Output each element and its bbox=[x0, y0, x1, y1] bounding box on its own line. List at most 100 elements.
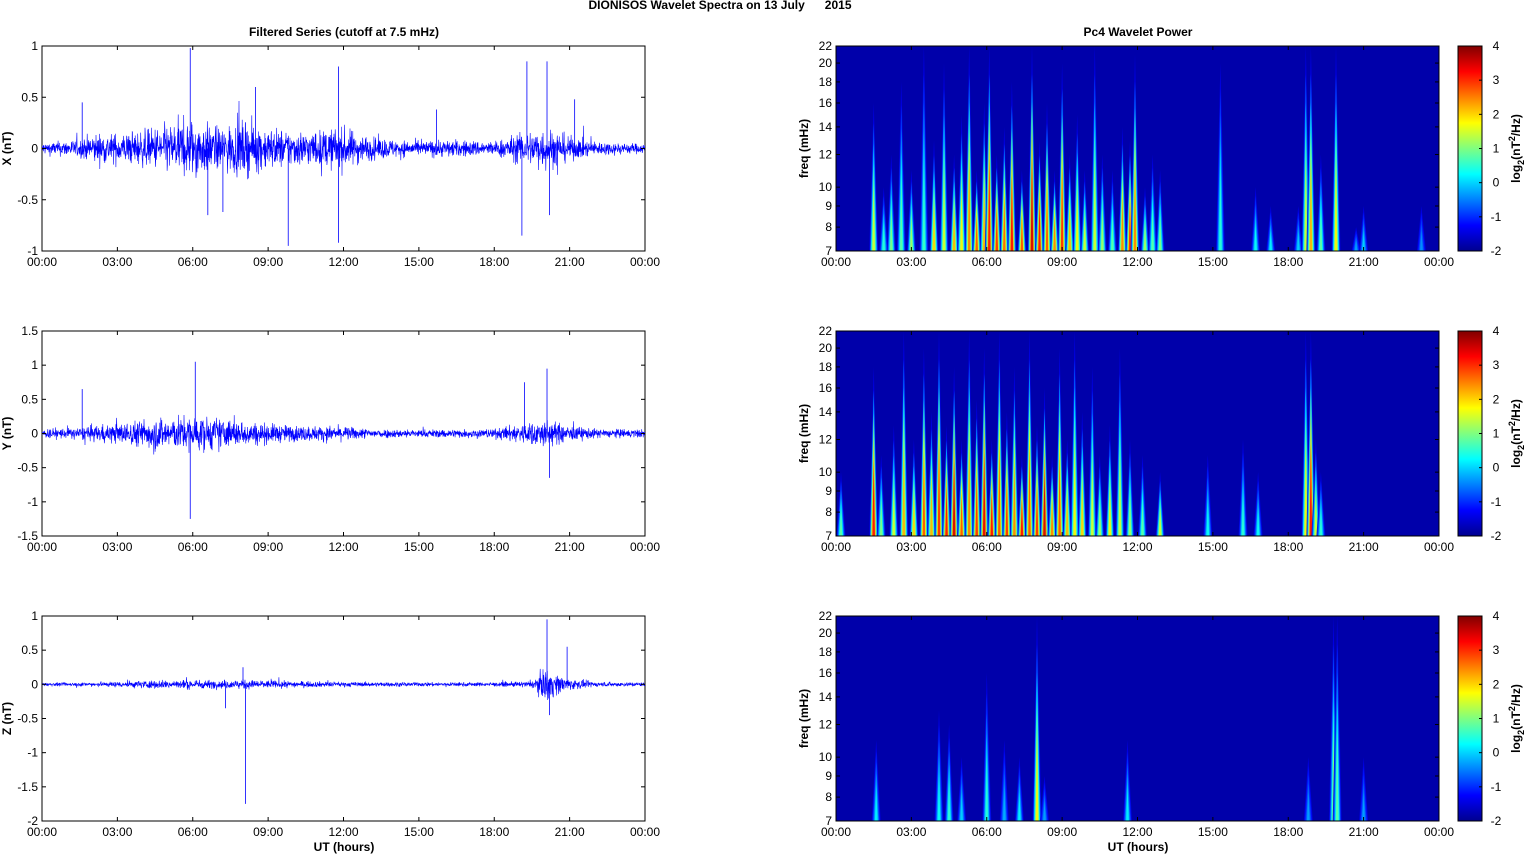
y-tick-label: 8 bbox=[825, 790, 832, 804]
x-tick-label: 09:00 bbox=[1047, 825, 1077, 839]
y-tick-label: 1 bbox=[31, 39, 38, 53]
y-tick-label: 9 bbox=[825, 199, 832, 213]
power-streak bbox=[1003, 195, 1006, 251]
x-tick-label: 12:00 bbox=[328, 255, 358, 269]
power-streak bbox=[1256, 507, 1260, 536]
power-streak bbox=[1080, 480, 1084, 536]
power-streak bbox=[1111, 214, 1114, 251]
power-streak bbox=[1158, 214, 1162, 251]
y-tick-label: 0 bbox=[31, 142, 38, 156]
power-streak bbox=[1020, 499, 1024, 536]
x-power-colorbar bbox=[1457, 45, 1483, 252]
power-streak bbox=[1065, 492, 1069, 536]
x-tick-label: 06:00 bbox=[972, 255, 1002, 269]
z-power-ylabel: freq (mHz) bbox=[797, 689, 811, 748]
power-streak bbox=[1045, 184, 1049, 251]
power-streak bbox=[952, 207, 956, 251]
power-streak bbox=[1101, 207, 1104, 251]
y-power-streaks bbox=[836, 331, 1326, 536]
power-streak bbox=[1043, 800, 1046, 821]
y-tick-label: 7 bbox=[825, 814, 832, 828]
power-streak bbox=[1362, 230, 1365, 251]
x-power-colorbar-label: log2(nT2/Hz) bbox=[1507, 114, 1525, 183]
x-series-ylabel: X (nT) bbox=[0, 132, 14, 166]
y-tick-label: 12 bbox=[819, 718, 833, 732]
x-tick-label: 18:00 bbox=[479, 255, 509, 269]
y-tick-label: 0.5 bbox=[21, 392, 38, 406]
y-tick-label: 9 bbox=[825, 769, 832, 783]
power-streak bbox=[902, 443, 906, 536]
y-tick-label: 18 bbox=[819, 75, 833, 89]
y-tick-label: 12 bbox=[819, 148, 833, 162]
colorbar-tick-label: 3 bbox=[1493, 358, 1500, 372]
y-tick-label: 22 bbox=[819, 324, 833, 338]
y-tick-label: 8 bbox=[825, 220, 832, 234]
y-tick-label: 18 bbox=[819, 360, 833, 374]
y-series-ylabel: Y (nT) bbox=[0, 417, 14, 451]
power-streak bbox=[1028, 443, 1031, 536]
x-tick-label: 03:00 bbox=[896, 825, 926, 839]
power-streak bbox=[1319, 207, 1323, 251]
power-streak bbox=[1091, 459, 1094, 536]
power-streak bbox=[1043, 469, 1046, 536]
power-streak bbox=[1334, 158, 1338, 251]
power-streak bbox=[1060, 166, 1064, 251]
y-tick-label: 0.5 bbox=[21, 90, 38, 104]
x-tick-label: 06:00 bbox=[178, 255, 208, 269]
power-streak bbox=[1254, 222, 1257, 251]
y-tick-label: 22 bbox=[819, 609, 833, 623]
x-tick-label: 21:00 bbox=[555, 540, 585, 554]
x-tick-label: 00:00 bbox=[630, 540, 660, 554]
x-tick-label: 21:00 bbox=[555, 825, 585, 839]
y-series-panel: -1.5 -1 -0.5 0 0.5 1 1.5 00:00 03:00 06:00 09:00 12… bbox=[0, 324, 660, 554]
x-tick-label: 15:00 bbox=[1198, 255, 1228, 269]
x-tick-label: 21:00 bbox=[1349, 825, 1379, 839]
power-streak bbox=[937, 771, 941, 821]
x-tick-label: 21:00 bbox=[555, 255, 585, 269]
x-tick-label: 12:00 bbox=[328, 540, 358, 554]
power-streak bbox=[975, 474, 978, 536]
power-streak bbox=[1314, 492, 1318, 536]
x-tick-label: 06:00 bbox=[178, 540, 208, 554]
power-streak bbox=[1151, 207, 1154, 251]
power-streak bbox=[1010, 174, 1014, 251]
y-tick-label: 0 bbox=[31, 427, 38, 441]
power-streak bbox=[960, 492, 963, 536]
power-streak bbox=[1309, 158, 1313, 251]
colorbar-tick-label: 4 bbox=[1493, 324, 1500, 338]
right-x-axis-label: UT (hours) bbox=[1108, 840, 1169, 854]
power-streak bbox=[1018, 792, 1021, 821]
y-tick-label: 7 bbox=[825, 529, 832, 543]
y-tick-label: 20 bbox=[819, 341, 833, 355]
power-streak bbox=[1121, 195, 1124, 251]
power-streak bbox=[1013, 459, 1016, 536]
x-tick-label: 00:00 bbox=[27, 825, 57, 839]
colorbar-tick-label: -2 bbox=[1491, 529, 1502, 543]
x-tick-label: 12:00 bbox=[1122, 540, 1152, 554]
colorbar-tick-label: 2 bbox=[1493, 677, 1500, 691]
power-streak bbox=[982, 184, 986, 251]
power-streak bbox=[1118, 451, 1122, 536]
colorbar-tick-label: 1 bbox=[1493, 712, 1500, 726]
power-streak bbox=[839, 507, 843, 536]
power-streak bbox=[910, 214, 913, 251]
power-streak bbox=[1030, 158, 1034, 251]
colorbar-tick-label: -2 bbox=[1491, 244, 1502, 258]
right-column-title: Pc4 Wavelet Power bbox=[1084, 25, 1193, 39]
power-streak bbox=[1304, 158, 1308, 251]
x-tick-label: 06:00 bbox=[178, 825, 208, 839]
power-streak bbox=[1158, 507, 1162, 536]
z-power-streaks bbox=[871, 616, 1369, 821]
x-tick-label: 00:00 bbox=[27, 540, 57, 554]
left-x-axis-label: UT (hours) bbox=[314, 840, 375, 854]
power-streak bbox=[1269, 230, 1272, 251]
y-tick-label: -0.5 bbox=[17, 193, 38, 207]
power-streak bbox=[942, 166, 946, 251]
y-tick-label: 10 bbox=[819, 750, 833, 764]
y-tick-label: 1.5 bbox=[21, 324, 38, 338]
power-streak bbox=[1307, 792, 1310, 821]
x-tick-label: 00:00 bbox=[821, 540, 851, 554]
x-tick-label: 03:00 bbox=[102, 825, 132, 839]
x-tick-label: 09:00 bbox=[253, 540, 283, 554]
x-tick-label: 18:00 bbox=[1273, 540, 1303, 554]
